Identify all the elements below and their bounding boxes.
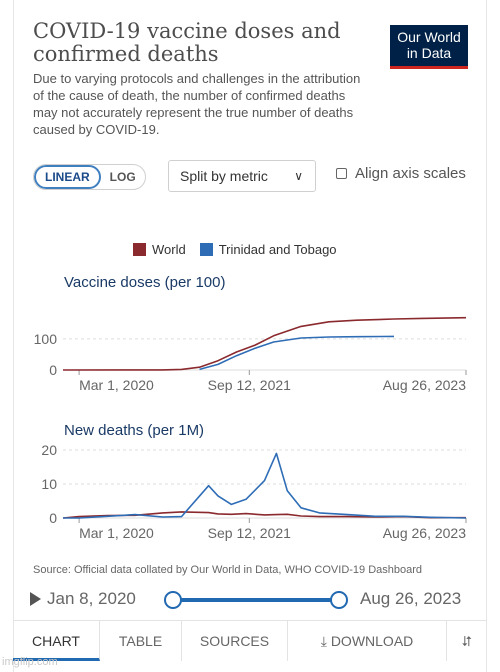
logo-text: Our World in Data bbox=[397, 29, 461, 61]
legend-item-world[interactable]: World bbox=[133, 242, 186, 257]
y-tick-label: 20 bbox=[41, 442, 57, 458]
source-note: Source: Official data collated by Our Wo… bbox=[33, 564, 423, 576]
tab-sources[interactable]: SOURCES bbox=[182, 621, 288, 661]
play-icon[interactable] bbox=[30, 592, 41, 606]
timeline-start-handle[interactable] bbox=[164, 591, 182, 609]
timeline-track[interactable] bbox=[173, 598, 339, 602]
linear-button[interactable]: LINEAR bbox=[34, 165, 101, 189]
align-axis-scales-toggle[interactable]: Align axis scales bbox=[336, 165, 466, 182]
series-line-world bbox=[62, 316, 467, 371]
timeline-end-handle[interactable] bbox=[330, 591, 348, 609]
share-button[interactable]: ⮃ bbox=[447, 621, 487, 661]
chart-title: COVID-19 vaccine doses and confirmed dea… bbox=[33, 19, 341, 66]
chevron-down-icon: ∨ bbox=[294, 169, 303, 183]
x-tick-label: Sep 12, 2021 bbox=[208, 525, 292, 541]
download-icon: ⤓ bbox=[320, 633, 327, 649]
log-button[interactable]: LOG bbox=[109, 170, 136, 184]
legend-label-world: World bbox=[152, 242, 186, 257]
split-by-metric-dropdown[interactable]: Split by metric ∨ bbox=[168, 160, 316, 192]
checkbox-icon[interactable] bbox=[336, 168, 347, 179]
x-tick-label: Mar 1, 2020 bbox=[79, 525, 154, 541]
watermark: imgflip.com bbox=[2, 656, 58, 668]
panel-title: New deaths (per 1M) bbox=[64, 422, 204, 439]
timeline-end-label: Aug 26, 2023 bbox=[360, 589, 462, 608]
y-tick-label: 10 bbox=[41, 476, 57, 492]
legend-swatch-world bbox=[133, 243, 146, 256]
legend-swatch-trinidad bbox=[199, 243, 213, 256]
chart-frame bbox=[13, 0, 487, 672]
split-label: Split by metric bbox=[180, 168, 268, 184]
logo-accent-bar bbox=[390, 66, 468, 69]
x-tick-label: Sep 12, 2021 bbox=[208, 377, 292, 393]
series-line-trinidad-and-tobago bbox=[199, 335, 395, 371]
panel-title: Vaccine doses (per 100) bbox=[64, 274, 225, 291]
chart-subtitle: Due to varying protocols and challenges … bbox=[33, 71, 361, 137]
x-tick-label: Aug 26, 2023 bbox=[383, 377, 467, 393]
scale-toggle: LINEAR LOG bbox=[33, 164, 146, 190]
tab-table[interactable]: TABLE bbox=[100, 621, 182, 661]
source-text: Source: Official data collated by Our Wo… bbox=[33, 564, 423, 576]
tab-download[interactable]: ⤓ DOWNLOAD bbox=[288, 621, 447, 661]
x-tick-label: Mar 1, 2020 bbox=[79, 377, 154, 393]
timeline: Jan 8, 2020 Aug 26, 2023 bbox=[30, 588, 480, 612]
bottom-tabs: CHART TABLE SOURCES ⤓ DOWNLOAD ⮃ bbox=[13, 620, 487, 661]
timeline-start-label: Jan 8, 2020 bbox=[47, 589, 136, 608]
legend: World Trinidad and Tobago bbox=[133, 242, 351, 257]
share-icon: ⮃ bbox=[461, 633, 473, 649]
y-tick-label: 100 bbox=[34, 331, 58, 347]
align-label: Align axis scales bbox=[355, 165, 466, 182]
y-tick-label: 0 bbox=[49, 510, 57, 526]
x-tick-label: Aug 26, 2023 bbox=[383, 525, 467, 541]
legend-label-trinidad: Trinidad and Tobago bbox=[218, 242, 337, 257]
download-label: DOWNLOAD bbox=[330, 633, 414, 649]
owid-logo[interactable]: Our World in Data bbox=[390, 25, 468, 69]
legend-item-trinidad[interactable]: Trinidad and Tobago bbox=[199, 242, 337, 257]
y-tick-label: 0 bbox=[49, 362, 57, 378]
tab-chart[interactable]: CHART bbox=[13, 621, 100, 661]
series-line-trinidad-and-tobago bbox=[63, 452, 467, 519]
